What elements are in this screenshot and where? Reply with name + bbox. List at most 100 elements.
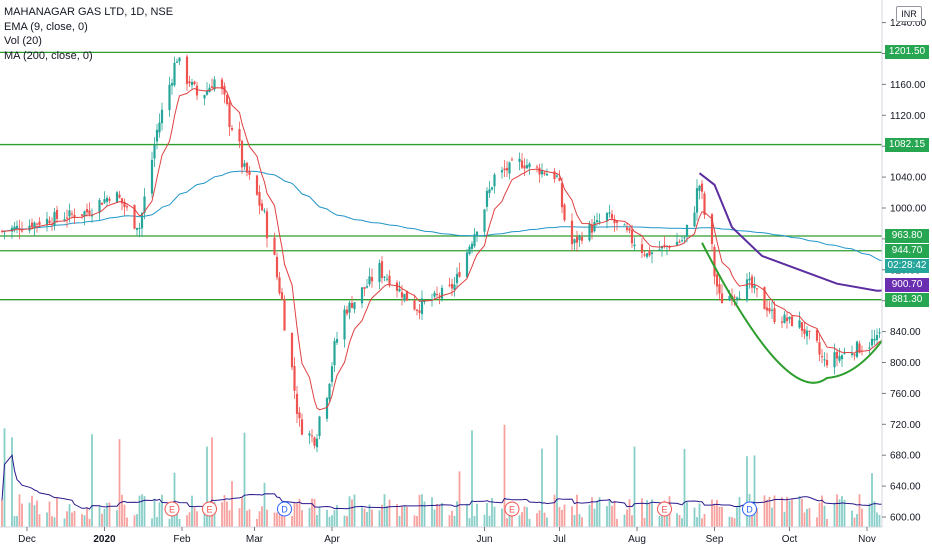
currency-button[interactable]: INR xyxy=(896,6,922,22)
volume-bar xyxy=(283,510,286,527)
x-tick-label: Mar xyxy=(246,534,264,545)
volume-bar xyxy=(51,516,53,527)
candle-body xyxy=(138,227,141,229)
y-tick-label: 720.00 xyxy=(890,420,921,431)
volume-bar xyxy=(441,502,443,527)
y-tick-label: 680.00 xyxy=(890,451,921,462)
event-marker-E[interactable]: E xyxy=(504,501,520,517)
volume-bar xyxy=(226,501,228,527)
price-badge: 944.70 xyxy=(885,243,929,258)
candle-body xyxy=(368,276,371,285)
volume-bar xyxy=(103,508,106,527)
candle-body xyxy=(53,212,56,226)
volume-bar xyxy=(651,499,653,527)
volume-bar xyxy=(698,503,701,527)
volume-bar xyxy=(406,506,408,527)
volume-bar xyxy=(203,511,206,527)
volume-bar xyxy=(383,494,386,527)
volume-bar xyxy=(771,507,773,527)
candle-body xyxy=(798,320,801,328)
candle-body xyxy=(153,144,156,159)
volume-bar xyxy=(781,497,783,527)
candle-body xyxy=(625,227,629,230)
candle-body xyxy=(458,271,461,277)
volume-bar xyxy=(143,496,146,527)
legend-ema[interactable]: EMA (9, close, 0) xyxy=(4,20,88,33)
event-label: E xyxy=(169,505,175,515)
event-markers[interactable]: EEDEEDE xyxy=(164,501,902,517)
candle-body xyxy=(820,356,824,358)
horizontal-levels[interactable] xyxy=(0,51,882,301)
volume-bar xyxy=(1,500,3,527)
candle-body xyxy=(630,229,634,244)
candle-body xyxy=(33,222,36,229)
candle-body xyxy=(158,122,161,133)
candle-body xyxy=(693,212,696,227)
volume-bar xyxy=(861,508,863,527)
volume-bar xyxy=(486,502,488,527)
event-marker-E[interactable]: E xyxy=(164,501,180,517)
candle-body xyxy=(135,227,139,230)
event-circle xyxy=(202,501,217,517)
candle-body xyxy=(553,171,556,180)
volume-bar xyxy=(558,506,561,527)
candle-body xyxy=(713,246,716,277)
y-tick-label: 640.00 xyxy=(890,482,921,493)
candle-body xyxy=(290,333,294,368)
volume-bar xyxy=(403,505,406,527)
volume-bar xyxy=(536,513,538,527)
volume-bar xyxy=(686,502,688,527)
candle-body xyxy=(100,202,104,205)
volume-bar xyxy=(606,506,608,527)
volume-bar xyxy=(16,516,18,527)
candle-body xyxy=(833,352,836,368)
volume-bar xyxy=(553,494,556,527)
volume-bar xyxy=(751,508,753,527)
candle-body xyxy=(468,246,471,254)
candle-body xyxy=(433,292,436,297)
event-marker-E[interactable]: E xyxy=(202,501,217,517)
candle-body xyxy=(555,175,559,177)
candle-body xyxy=(333,341,336,366)
volume-bar xyxy=(768,496,771,527)
event-marker-D[interactable]: D xyxy=(742,501,757,517)
volume-bar xyxy=(296,503,298,527)
event-marker-E[interactable]: E xyxy=(657,501,672,517)
candle-body xyxy=(405,290,409,301)
volume-bar xyxy=(526,507,528,527)
candle-body xyxy=(718,284,721,294)
price-badge: 900.70 xyxy=(885,277,929,292)
volume-bar xyxy=(511,513,513,527)
candle-body xyxy=(598,221,601,223)
legend-volume[interactable]: Vol (20) xyxy=(4,35,42,47)
volume-bar xyxy=(576,494,578,527)
volume-bar xyxy=(293,502,296,527)
volume-bar xyxy=(196,511,198,527)
volume-bar xyxy=(151,518,153,527)
candle-body xyxy=(648,250,651,256)
event-marker-D[interactable]: D xyxy=(277,501,292,517)
candle-body xyxy=(28,225,31,231)
volume-bar xyxy=(231,481,233,527)
candle-body xyxy=(808,330,811,332)
candle-body xyxy=(35,223,39,225)
candle-body xyxy=(818,342,821,355)
volume-bar xyxy=(396,504,398,527)
volume-bar xyxy=(281,508,283,527)
candle-body xyxy=(125,206,129,208)
volume-bar xyxy=(491,497,493,527)
candle-body xyxy=(773,308,776,323)
candle-body xyxy=(493,174,496,187)
legend-symbol[interactable]: MAHANAGAR GAS LTD, 1D, NSE xyxy=(4,6,174,18)
volume-bar xyxy=(843,499,846,527)
candle-body xyxy=(483,209,486,232)
volume-bar xyxy=(301,510,303,527)
candle-body xyxy=(150,159,154,194)
event-label: E xyxy=(661,505,667,515)
legend-ma[interactable]: MA (200, close, 0) xyxy=(4,49,93,62)
volume-bar xyxy=(841,496,843,527)
volume-bar xyxy=(298,498,301,527)
volume-bar xyxy=(386,506,388,527)
